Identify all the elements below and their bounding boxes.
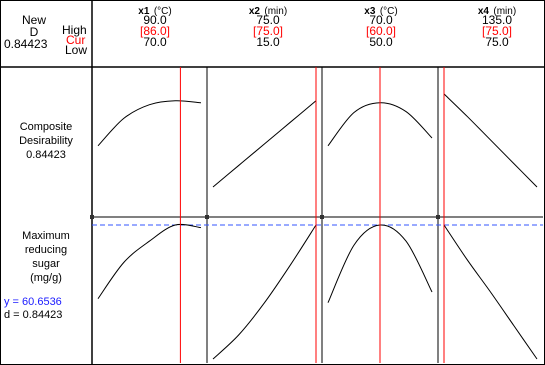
factor-unit: (°C) [379, 6, 398, 17]
factor-current: [75.0] [481, 24, 513, 38]
response-line3: sugar [32, 258, 60, 270]
composite-line1: Composite [19, 121, 73, 133]
factor-unit: (°C) [153, 6, 172, 17]
response-line4: (mg/g) [30, 272, 62, 284]
factor-name: x3 (°C) [338, 4, 424, 17]
factor-label: x4 [477, 6, 489, 17]
divider-marker-2 [320, 215, 324, 219]
factor-current: [86.0] [139, 24, 171, 38]
composite-value: 0.84423 [26, 149, 66, 161]
composite-curve-x1 [97, 100, 202, 147]
composite-line2: Desirability [19, 135, 73, 147]
factor-high: 75.0 [256, 13, 280, 27]
factor-low: 70.0 [143, 35, 167, 49]
response-curve-x1 [97, 223, 202, 299]
response-line2: reducing [24, 244, 68, 256]
composite-curve-x4 [443, 93, 538, 188]
factor-high: 90.0 [143, 13, 167, 27]
d-label: D [29, 25, 39, 39]
factor-label: x2 [248, 6, 260, 17]
divider-marker-0 [90, 215, 94, 219]
factor-unit: (min) [264, 6, 288, 17]
factor-current: [75.0] [252, 24, 284, 38]
divider-marker-3 [436, 215, 440, 219]
factor-name: x4 (min) [452, 4, 542, 17]
response-curve-x4 [443, 224, 538, 360]
factor-name: x1 (°C) [112, 4, 198, 17]
composite-desirability-label: Composite Desirability 0.84423 [2, 120, 90, 162]
composite-curve-x2 [212, 100, 317, 188]
low-label: Low [65, 43, 88, 57]
factor-label: x1 [138, 6, 150, 17]
response-d-value: d = 0.84423 [4, 309, 63, 321]
factor-low: 50.0 [369, 35, 393, 49]
factor-low: 15.0 [256, 35, 280, 49]
response-y-value: y = 60.6536 [4, 296, 62, 308]
factor-name: x2 (min) [225, 4, 311, 17]
divider-marker-1 [205, 215, 209, 219]
cur-label: Cur [66, 33, 86, 47]
new-label: New [21, 13, 46, 27]
factor-unit: (min) [493, 6, 517, 17]
response-line1: Maximum [22, 230, 70, 242]
factor-high: 135.0 [481, 13, 513, 27]
factor-label: x3 [364, 6, 376, 17]
response-curve-x2 [212, 224, 317, 360]
factor-high: 70.0 [369, 13, 393, 27]
factor-current: [60.0] [365, 24, 397, 38]
d-value: 0.84423 [4, 37, 48, 51]
high-label: High [62, 23, 87, 37]
factor-low: 75.0 [485, 35, 509, 49]
response-label: Maximum reducing sugar (mg/g) [2, 229, 90, 285]
